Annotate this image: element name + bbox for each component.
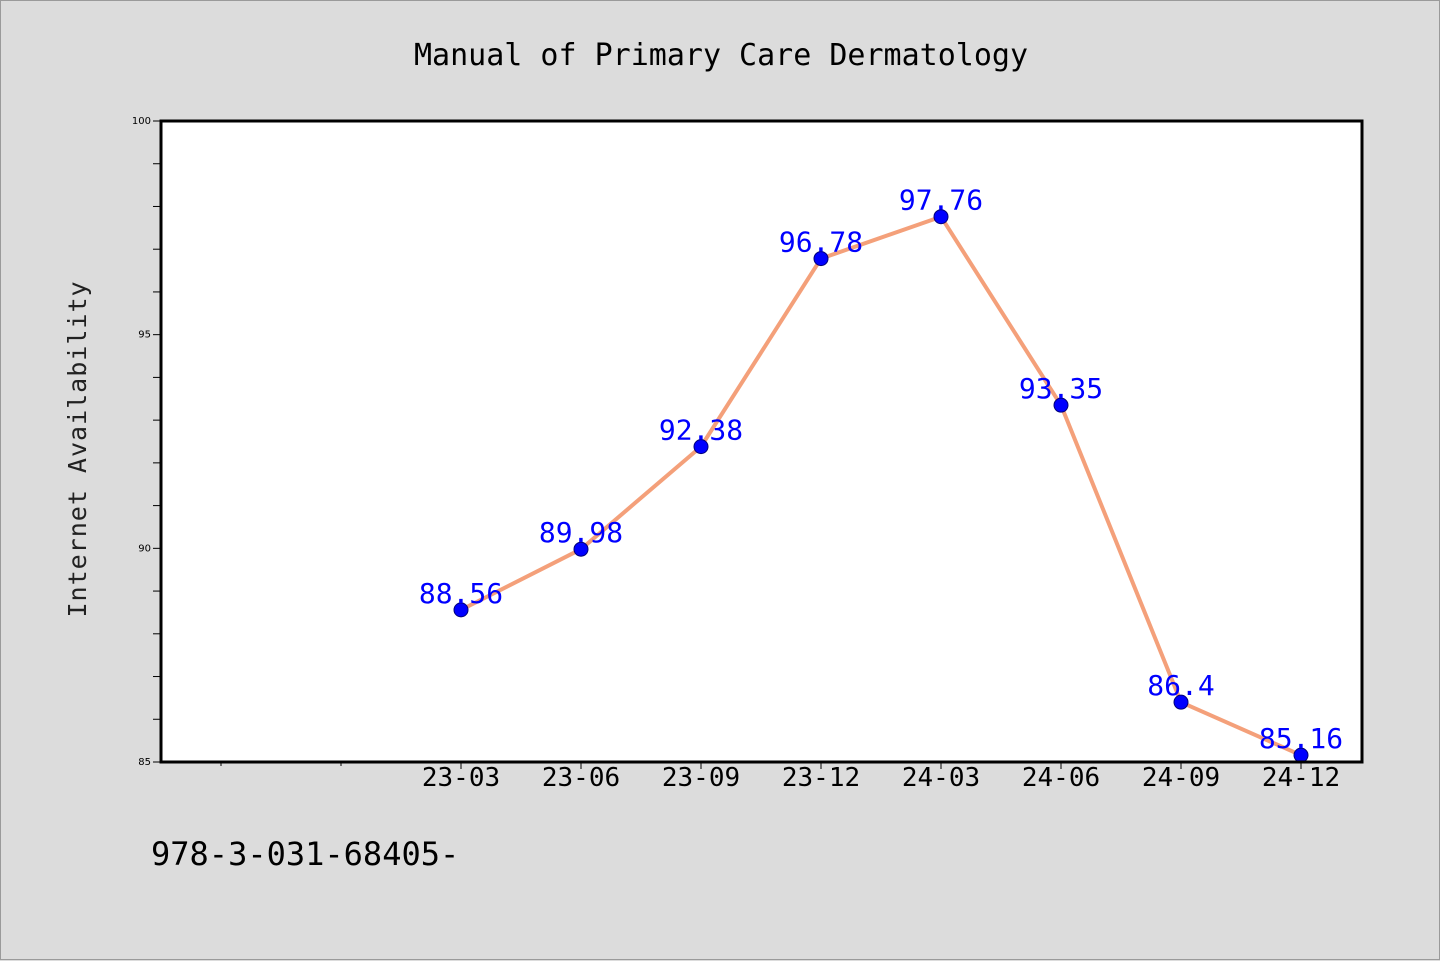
- series-line-layer: [460, 214, 1302, 757]
- chart-title: Manual of Primary Care Dermatology: [414, 38, 1028, 73]
- x-tick-label: 23-12: [782, 763, 860, 793]
- data-label: 92.38: [659, 414, 743, 447]
- x-tick-label: 23-03: [422, 763, 500, 793]
- axis-ticks: 85 90 95 100 23-03 23-06 23-09 23-12 24-03 24-06 2…: [132, 116, 1340, 793]
- series-line: [460, 214, 1302, 757]
- data-label: 96.78: [779, 226, 863, 259]
- x-tick-label: 23-06: [542, 763, 620, 793]
- x-tick-label: 23-09: [662, 763, 740, 793]
- plot-area: [161, 121, 1362, 762]
- x-tick-label: 24-12: [1262, 763, 1340, 793]
- x-tick-label: 24-09: [1142, 763, 1220, 793]
- data-point: [933, 209, 949, 225]
- y-axis-label: Internet Availability: [63, 280, 92, 617]
- plot-border: [159, 119, 1364, 764]
- data-point: [693, 439, 709, 455]
- footer-text: 978-3-031-68405-: [151, 835, 459, 873]
- data-label: 89.98: [539, 516, 623, 549]
- data-label: 97.76: [899, 184, 983, 217]
- y-tick-label: 100: [132, 116, 151, 127]
- data-point: [1053, 397, 1069, 413]
- data-label: 93.35: [1019, 372, 1103, 405]
- y-tick-label: 85: [138, 757, 151, 768]
- data-label: 85.16: [1259, 722, 1343, 755]
- data-point: [453, 602, 469, 618]
- data-markers: [453, 209, 1309, 763]
- data-label: 88.56: [419, 577, 503, 610]
- data-point: [573, 541, 589, 557]
- x-tick-label: 24-03: [902, 763, 980, 793]
- data-label: 86.4: [1147, 669, 1214, 702]
- data-point: [813, 251, 829, 267]
- data-labels: 88.56 89.98 92.38 96.78 97.76 93.35 86.4 85.16: [419, 184, 1343, 755]
- y-tick-label: 90: [138, 543, 151, 554]
- y-tick-label: 95: [138, 330, 151, 341]
- x-tick-label: 24-06: [1022, 763, 1100, 793]
- data-point: [1173, 694, 1189, 710]
